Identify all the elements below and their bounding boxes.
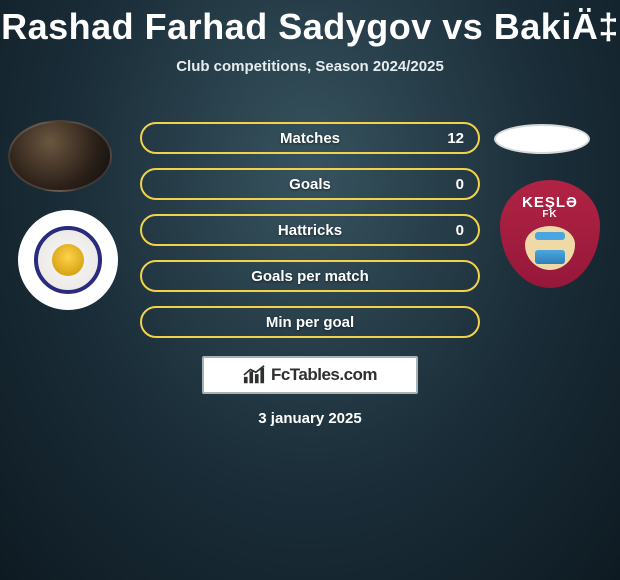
stat-value: 0 bbox=[456, 170, 464, 198]
brand-text: FcTables.com bbox=[271, 365, 377, 385]
bar-chart-icon bbox=[243, 365, 265, 385]
stat-bar: Goals per match bbox=[140, 260, 480, 292]
stat-bar: Hattricks0 bbox=[140, 214, 480, 246]
stat-label: Min per goal bbox=[142, 308, 478, 336]
date-label: 3 january 2025 bbox=[0, 410, 620, 427]
page-title: Rashad Farhad Sadygov vs BakiÄ‡ bbox=[0, 0, 620, 48]
crest-right-inner-icon bbox=[525, 226, 575, 270]
stat-label: Matches bbox=[142, 124, 478, 152]
stat-label: Goals per match bbox=[142, 262, 478, 290]
player-avatar-left bbox=[8, 120, 112, 192]
crest-right-sub: FK bbox=[542, 209, 557, 220]
stat-label: Hattricks bbox=[142, 216, 478, 244]
brand-badge: FcTables.com bbox=[202, 356, 418, 394]
stats-bars: Matches12Goals0Hattricks0Goals per match… bbox=[140, 122, 480, 352]
stat-value: 0 bbox=[456, 216, 464, 244]
stat-bar: Goals0 bbox=[140, 168, 480, 200]
stat-label: Goals bbox=[142, 170, 478, 198]
qarabag-shield-icon bbox=[34, 226, 102, 294]
stat-bar: Min per goal bbox=[140, 306, 480, 338]
player-avatar-right bbox=[494, 124, 590, 154]
club-crest-right: KEŞLƏ FK bbox=[500, 180, 600, 288]
stat-bar: Matches12 bbox=[140, 122, 480, 154]
subtitle: Club competitions, Season 2024/2025 bbox=[0, 58, 620, 75]
club-crest-left bbox=[18, 210, 118, 310]
stat-value: 12 bbox=[447, 124, 464, 152]
